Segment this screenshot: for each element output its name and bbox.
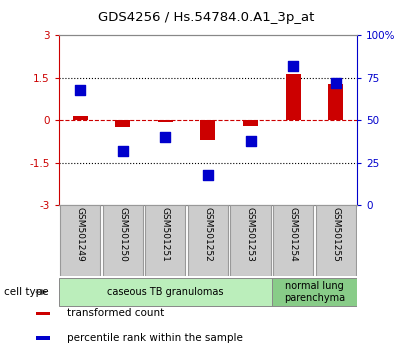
FancyBboxPatch shape [60,205,100,276]
Point [332,80,339,86]
Point [77,87,84,93]
Bar [243,120,258,126]
Text: GSM501254: GSM501254 [289,207,298,262]
Bar [115,120,130,127]
Point [205,172,211,178]
Text: percentile rank within the sample: percentile rank within the sample [67,333,243,343]
Point [162,135,169,140]
Text: transformed count: transformed count [67,308,165,318]
Bar [37,336,50,340]
FancyBboxPatch shape [231,205,270,276]
Bar [200,120,215,140]
Text: caseous TB granulomas: caseous TB granulomas [107,287,223,297]
FancyBboxPatch shape [316,205,356,276]
Bar [158,120,173,122]
Bar [328,84,343,120]
Point [290,63,297,69]
Text: GSM501250: GSM501250 [118,207,127,262]
Text: GDS4256 / Hs.54784.0.A1_3p_at: GDS4256 / Hs.54784.0.A1_3p_at [97,11,314,24]
Text: GSM501249: GSM501249 [76,207,84,262]
FancyBboxPatch shape [145,205,185,276]
Bar [37,312,50,315]
Point [119,148,126,154]
Text: normal lung
parenchyma: normal lung parenchyma [284,281,345,303]
Bar [286,74,301,120]
FancyBboxPatch shape [272,278,357,306]
FancyBboxPatch shape [102,205,143,276]
Text: GSM501253: GSM501253 [246,207,255,262]
Text: GSM501252: GSM501252 [203,207,213,262]
Point [247,138,254,144]
FancyBboxPatch shape [273,205,313,276]
FancyBboxPatch shape [59,278,272,306]
Text: GSM501255: GSM501255 [331,207,340,262]
Bar [73,116,87,120]
Text: GSM501251: GSM501251 [161,207,170,262]
FancyBboxPatch shape [188,205,228,276]
Text: cell type: cell type [4,287,49,297]
